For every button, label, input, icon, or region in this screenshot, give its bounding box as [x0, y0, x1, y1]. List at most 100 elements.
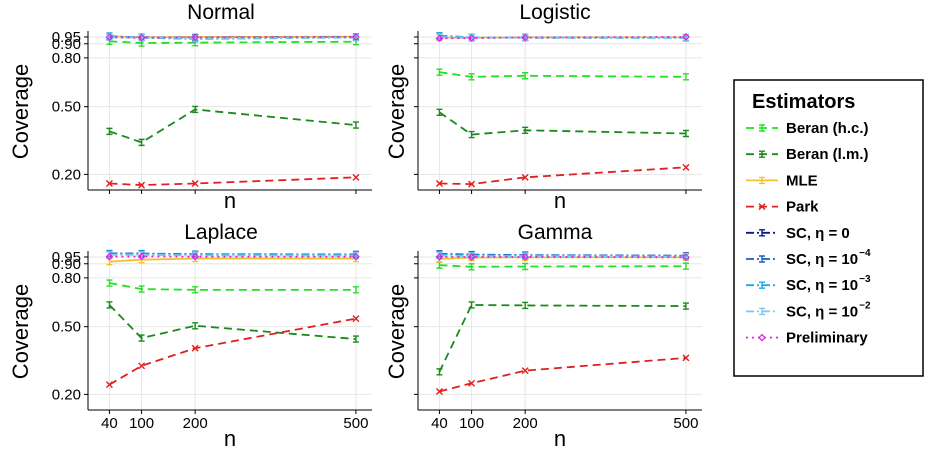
legend-item: SC, η = 10 −3: [746, 274, 871, 294]
series-path: [439, 356, 686, 393]
series-line: [105, 315, 360, 389]
data-point: [106, 301, 113, 309]
legend-label: SC, η = 10: [786, 303, 858, 320]
series-path: [108, 317, 357, 386]
y-axis-label: Coverage: [8, 284, 33, 379]
y-tick-label: 0.80: [52, 270, 81, 287]
data-point: [105, 252, 114, 261]
grid: [418, 33, 702, 190]
data-point: [521, 33, 530, 42]
data-point: [352, 286, 359, 294]
data-point: [105, 381, 113, 389]
legend-item: SC, η = 0: [746, 225, 850, 242]
x-tick-label: 100: [459, 415, 484, 432]
series-path: [109, 282, 356, 291]
data-point: [682, 33, 690, 41]
data-point: [435, 388, 443, 396]
series-path: [439, 166, 686, 186]
series-line: [106, 301, 359, 343]
data-point: [468, 263, 475, 271]
legend: Estimators Beran (h.c.) Beran (l.m.) MLE Par…: [733, 79, 924, 377]
legend-item: SC, η = 10 −2: [746, 300, 871, 320]
legend-key-marker: [759, 281, 765, 289]
panel-logistic: Logistic Coverage n: [384, 1, 702, 213]
panel-laplace: 0.20 0.50 0.800.900.95 40 100 200 500 Laplace Co…: [8, 221, 372, 451]
x-tick-label: 200: [513, 415, 538, 432]
data-point: [352, 252, 360, 261]
data-point: [521, 367, 529, 375]
legend-item: Park: [746, 199, 819, 216]
x-axis-label: n: [554, 188, 566, 213]
legend-item: SC, η = 10 −4: [746, 248, 871, 268]
series-line: [436, 301, 689, 376]
data-point: [521, 173, 529, 181]
legend-title: Estimators: [752, 91, 855, 113]
series-path: [109, 257, 356, 263]
legend-label: Beran (l.m.): [786, 146, 869, 163]
data-point: [137, 33, 146, 42]
legend-label-superscript: −3: [859, 274, 871, 285]
legend-label: Park: [786, 199, 819, 216]
panel-title: Normal: [187, 1, 255, 24]
y-tick-label: 0.50: [52, 99, 81, 116]
x-axis-label: n: [224, 426, 236, 451]
series-line: [435, 33, 690, 43]
x-axis-label: n: [554, 426, 566, 451]
data-point: [192, 105, 199, 114]
data-point: [435, 179, 443, 187]
grid: [88, 33, 372, 190]
legend-label: Preliminary: [786, 330, 868, 347]
data-point: [138, 285, 145, 293]
series-path: [109, 176, 356, 186]
series-line: [435, 163, 690, 188]
series-path: [109, 253, 356, 257]
panel-title: Laplace: [184, 221, 258, 244]
series-line: [435, 253, 690, 262]
data-point: [682, 302, 689, 310]
data-point: [436, 368, 443, 376]
panel-title: Logistic: [519, 1, 590, 24]
data-point: [138, 181, 146, 189]
data-point: [106, 279, 113, 287]
panel-normal: 0.20 0.50 0.800.900.95 Normal Coverage n: [8, 1, 372, 213]
legend-item: Preliminary: [746, 330, 868, 347]
series-path: [438, 111, 686, 136]
data-point: [435, 253, 444, 261]
x-tick-label: 100: [129, 415, 154, 432]
series-line: [105, 33, 360, 42]
data-point: [105, 33, 114, 42]
legend-label-superscript: −2: [859, 300, 871, 311]
data-point: [468, 180, 476, 188]
y-axis-label: Coverage: [384, 284, 409, 379]
data-point: [138, 362, 146, 370]
data-point: [468, 301, 475, 309]
series-path: [439, 254, 686, 258]
y-tick-label: 0.80: [52, 50, 81, 67]
panel-gamma: 40 100 200 500 Gamma Coverage n: [384, 221, 702, 451]
legend-label: SC, η = 10: [786, 251, 858, 268]
data-point: [682, 129, 689, 138]
data-point: [137, 252, 146, 261]
data-point: [467, 34, 476, 42]
y-tick-label: 0.95: [52, 29, 81, 46]
series-line: [105, 252, 360, 261]
x-tick-label: 200: [183, 415, 208, 432]
series-line: [435, 354, 690, 396]
data-point: [682, 354, 690, 362]
y-tick-label: 0.20: [52, 166, 81, 183]
legend-key-marker: [758, 203, 766, 211]
data-point: [105, 179, 113, 187]
data-point: [436, 108, 443, 116]
x-tick-label: 500: [673, 415, 698, 432]
x-tick-label: 40: [431, 415, 448, 432]
series-path: [109, 40, 356, 44]
data-point: [191, 344, 199, 352]
series-path: [439, 36, 686, 39]
data-point: [191, 179, 199, 187]
y-axis-label: Coverage: [8, 64, 33, 159]
data-point: [352, 33, 360, 41]
data-point: [352, 335, 359, 343]
series-line: [106, 279, 359, 294]
grid: [418, 253, 702, 410]
series-line: [436, 108, 689, 139]
